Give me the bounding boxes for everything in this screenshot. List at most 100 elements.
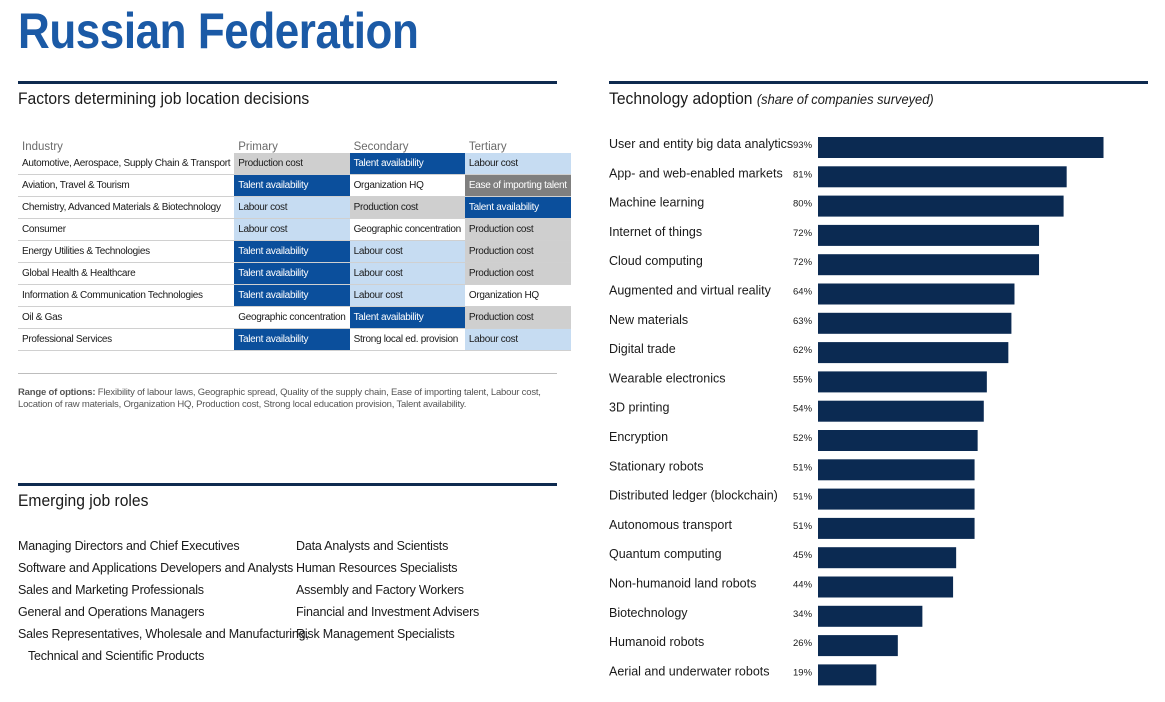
industry-cell: Aviation, Travel & Tourism <box>18 174 235 197</box>
primary-factor-cell: Talent availability <box>234 328 350 351</box>
tertiary-factor-cell: Organization HQ <box>464 284 571 307</box>
primary-factor-cell: Labour cost <box>234 196 350 219</box>
secondary-factor-cell: Strong local ed. provision <box>349 328 465 351</box>
bar-value-label: 54% <box>793 404 813 415</box>
bar <box>818 166 1067 188</box>
bar-category-label: App- and web-enabled markets <box>609 166 783 180</box>
role-item: Risk Management Specialists <box>296 627 455 641</box>
primary-factor-cell: Talent availability <box>234 262 350 285</box>
bar-category-label: Biotechnology <box>609 606 688 620</box>
bar-category-label: Distributed ledger (blockchain) <box>609 489 778 503</box>
bar-category-label: Stationary robots <box>609 459 704 473</box>
tertiary-factor-cell: Talent availability <box>464 196 571 219</box>
tertiary-factor-cell: Production cost <box>464 262 571 285</box>
bar-value-label: 44% <box>793 580 813 591</box>
bar-value-label: 51% <box>793 462 813 473</box>
primary-factor-cell: Geographic concentration <box>234 306 350 329</box>
tertiary-factor-cell: Production cost <box>464 306 571 329</box>
table-row: Automotive, Aerospace, Supply Chain & Tr… <box>18 153 571 175</box>
bar <box>818 195 1064 217</box>
bar <box>818 605 923 627</box>
table-row: Information & Communication Technologies… <box>18 284 571 307</box>
bar-value-label: 80% <box>793 199 813 210</box>
tech-adoption-chart: User and entity big data analytics 93% App… <box>609 137 1104 686</box>
bar-category-label: Cloud computing <box>609 254 703 268</box>
role-item: General and Operations Managers <box>18 605 205 619</box>
factors-table: Industry Primary Secondary Tertiary Auto… <box>18 135 571 351</box>
bar-value-label: 26% <box>793 638 813 649</box>
table-row: Aviation, Travel & Tourism Talent availab… <box>18 174 571 197</box>
secondary-factor-cell: Labour cost <box>349 240 465 263</box>
col-secondary-header: Secondary <box>353 141 409 153</box>
col-primary-header: Primary <box>238 141 278 153</box>
range-label: Range of options: <box>18 387 96 398</box>
range-divider <box>18 373 557 374</box>
tertiary-factor-cell: Labour cost <box>464 153 571 175</box>
roles-left-list: Managing Directors and Chief Executives … <box>18 535 309 667</box>
tertiary-factor-cell: Production cost <box>464 218 571 241</box>
primary-factor-cell: Talent availability <box>234 174 350 197</box>
primary-factor-cell: Talent availability <box>234 284 350 307</box>
bar-category-label: Humanoid robots <box>609 635 704 649</box>
secondary-factor-cell: Organization HQ <box>349 174 465 197</box>
bar-category-label: User and entity big data analytics <box>609 137 793 151</box>
bar-value-label: 52% <box>793 433 813 444</box>
role-item: Human Resources Specialists <box>296 561 458 575</box>
bar-category-label: Autonomous transport <box>609 518 733 532</box>
page-title: Russian Federation <box>18 3 419 59</box>
table-row: Chemistry, Advanced Materials & Biotechn… <box>18 196 571 219</box>
bar-value-label: 51% <box>793 492 813 503</box>
secondary-factor-cell: Talent availability <box>349 306 465 329</box>
tech-heading: Technology adoption (share of companies … <box>609 89 934 109</box>
bar-value-label: 81% <box>793 169 813 180</box>
bar <box>818 137 1104 158</box>
industry-cell: Consumer <box>18 218 235 241</box>
bar <box>818 283 1015 305</box>
tech-top-rule <box>609 81 1148 84</box>
secondary-factor-cell: Production cost <box>349 196 465 219</box>
industry-cell: Professional Services <box>18 328 235 351</box>
bar-category-label: Machine learning <box>609 196 704 210</box>
primary-factor-cell: Production cost <box>234 153 350 175</box>
col-tertiary-header: Tertiary <box>468 141 507 153</box>
primary-factor-cell: Labour cost <box>234 218 350 241</box>
role-item: Software and Applications Developers and… <box>18 561 294 575</box>
roles-heading: Emerging job roles <box>18 491 149 510</box>
bar <box>818 400 984 422</box>
bar <box>818 576 954 598</box>
role-item: Sales and Marketing Professionals <box>18 583 204 597</box>
industry-cell: Global Health & Healthcare <box>18 262 235 285</box>
table-row: Oil & Gas Geographic concentration Talent … <box>18 306 571 329</box>
bar-value-label: 72% <box>793 257 813 268</box>
range-text: Flexibility of labour laws, Geographic s… <box>18 387 541 410</box>
bar <box>818 371 987 393</box>
factors-heading: Factors determining job location decisio… <box>18 89 310 108</box>
bar <box>818 635 898 657</box>
bar-category-label: Internet of things <box>609 225 702 239</box>
bar <box>818 517 975 539</box>
table-row: Consumer Labour cost Geographic concentrat… <box>18 218 571 241</box>
table-row: Global Health & Healthcare Talent availab… <box>18 262 571 285</box>
role-item: Financial and Investment Advisers <box>296 605 480 619</box>
bar-value-label: 64% <box>793 287 813 298</box>
role-item: Data Analysts and Scientists <box>296 539 449 553</box>
bar-category-label: Digital trade <box>609 342 676 356</box>
secondary-factor-cell: Geographic concentration <box>349 218 465 241</box>
bar <box>818 459 975 481</box>
bar-value-label: 93% <box>793 140 813 151</box>
bar-category-label: New materials <box>609 313 688 327</box>
bar-category-label: 3D printing <box>609 401 669 415</box>
range-of-options: Range of options: Flexibility of labour … <box>18 387 558 411</box>
bar-category-label: Quantum computing <box>609 547 722 561</box>
bar-value-label: 72% <box>793 228 813 239</box>
bar <box>818 254 1040 276</box>
bar-value-label: 63% <box>793 316 813 327</box>
industry-cell: Information & Communication Technologies <box>18 284 235 307</box>
tech-heading-main: Technology adoption <box>609 89 753 108</box>
bar-value-label: 19% <box>793 667 813 678</box>
bar <box>818 547 957 569</box>
bar-category-label: Aerial and underwater robots <box>609 664 770 678</box>
col-industry-header: Industry <box>22 141 63 153</box>
bar-value-label: 51% <box>793 521 813 532</box>
role-item: Managing Directors and Chief Executives <box>18 539 240 553</box>
